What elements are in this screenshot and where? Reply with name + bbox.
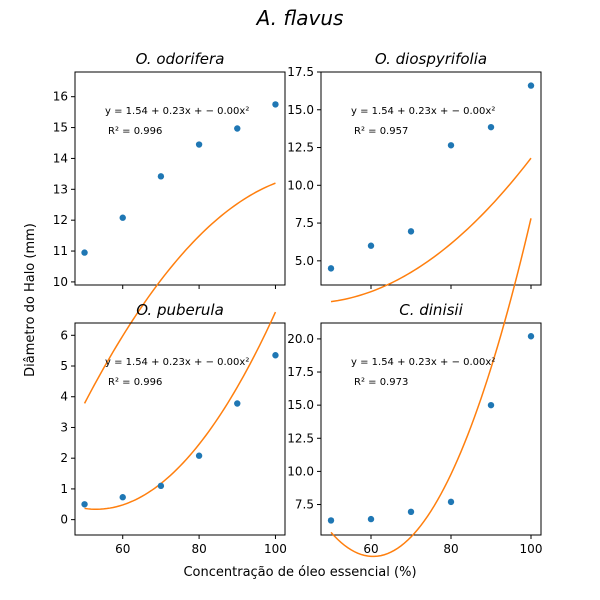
figure-title: A. flavus	[256, 6, 344, 30]
axes-frame	[320, 71, 542, 286]
panel-o-odorifera: 10 11 12 13 14 15 16 O. odorifera y = 1.54 + 0.2…	[53, 50, 286, 404]
y-tick-label: 15	[53, 121, 68, 135]
data-point	[327, 517, 335, 524]
axes-frame	[74, 322, 286, 536]
axes-frame	[320, 322, 542, 536]
y-tick-label: 10.0	[287, 178, 314, 192]
data-point	[487, 401, 495, 409]
y-tick-label: 0	[60, 513, 68, 527]
y-tick-label: 5	[60, 359, 68, 373]
fit-equation: y = 1.54 + 0.23x + − 0.00x²	[351, 106, 495, 117]
y-tick-label: 4	[60, 390, 68, 404]
y-tick-label: 15.0	[287, 103, 314, 117]
panel-o-diospyrifolia: 5.0 7.5 10.0 12.5 15.0 17.5 O. diospyrifolia y …	[287, 50, 542, 303]
data-point	[234, 400, 241, 407]
y-tick-label: 12.5	[287, 141, 314, 155]
data-point	[487, 123, 495, 131]
x-axis-label: Concentração de óleo essencial (%)	[183, 565, 416, 580]
x-tick-label: 60	[115, 542, 130, 556]
data-point	[407, 508, 415, 516]
y-tick-label: 17.5	[287, 365, 314, 379]
y-tick-label: 10	[53, 275, 68, 289]
y-tick-label: 1	[60, 482, 68, 496]
y-tick-label: 20.0	[287, 332, 314, 346]
data-point	[119, 214, 126, 221]
fit-equation: y = 1.54 + 0.23x + − 0.00x²	[351, 357, 495, 368]
data-point	[81, 249, 88, 256]
data-point	[195, 452, 203, 459]
y-tick-label: 14	[53, 151, 68, 165]
axes-frame	[74, 71, 286, 286]
x-tick-label: 80	[443, 542, 458, 556]
data-point	[234, 125, 241, 132]
data-point	[327, 265, 335, 272]
panel-title: O. puberula	[136, 301, 224, 319]
data-point	[272, 101, 279, 108]
fit-curve	[83, 182, 276, 404]
y-tick-label: 10.0	[287, 464, 314, 478]
y-tick-label: 12	[53, 213, 68, 227]
data-point	[367, 515, 375, 523]
y-tick-label: 13	[53, 182, 68, 196]
data-point	[527, 333, 535, 340]
y-tick-label: 3	[60, 420, 68, 434]
data-point	[119, 494, 126, 501]
r-squared: R² = 0.996	[108, 126, 162, 137]
y-tick-label: 15.0	[287, 398, 314, 412]
fit-curve	[330, 157, 532, 303]
data-point	[157, 482, 165, 490]
fit-equation: y = 1.54 + 0.23x + − 0.00x²	[105, 106, 249, 117]
x-tick-label: 100	[520, 542, 543, 556]
panel-title: O. odorifera	[136, 50, 225, 68]
y-tick-label: 12.5	[287, 431, 314, 445]
y-axis-label: Diâmetro do Halo (mm)	[23, 223, 38, 377]
panel-c-dinisii: 60 80 100 7.5 10.0 12.5 15.0 17.5 20.0 C. dinisii…	[287, 218, 543, 558]
r-squared: R² = 0.973	[354, 377, 408, 388]
data-point	[407, 228, 415, 235]
r-squared: R² = 0.996	[108, 377, 162, 388]
y-tick-label: 17.5	[287, 65, 314, 79]
x-tick-label: 80	[191, 542, 206, 556]
data-point	[195, 141, 203, 148]
fit-curve	[330, 218, 532, 558]
data-point	[447, 498, 455, 506]
fit-curve	[84, 311, 277, 510]
x-tick-label: 60	[363, 542, 378, 556]
y-tick-label: 2	[60, 451, 68, 465]
y-tick-label: 7.5	[295, 498, 314, 512]
y-tick-label: 5.0	[295, 254, 314, 268]
y-tick-label: 7.5	[295, 216, 314, 230]
data-point	[527, 82, 535, 89]
data-point	[367, 242, 375, 249]
panel-title: O. diospyrifolia	[375, 50, 487, 68]
data-point	[447, 142, 455, 149]
x-tick-label: 100	[264, 542, 287, 556]
y-tick-label: 6	[60, 328, 68, 342]
panel-o-puberula: 60 80 100 0 1 2 3 4 5 6 O. puberula y = 1.54 + 0.23…	[60, 301, 287, 556]
r-squared: R² = 0.957	[354, 126, 408, 137]
data-point	[157, 173, 165, 180]
data-point	[81, 501, 88, 508]
y-tick-label: 11	[53, 244, 68, 258]
panel-title: C. dinisii	[399, 301, 463, 319]
fit-equation: y = 1.54 + 0.23x + − 0.00x²	[105, 357, 249, 368]
data-point	[272, 352, 279, 359]
y-tick-label: 16	[53, 90, 68, 104]
